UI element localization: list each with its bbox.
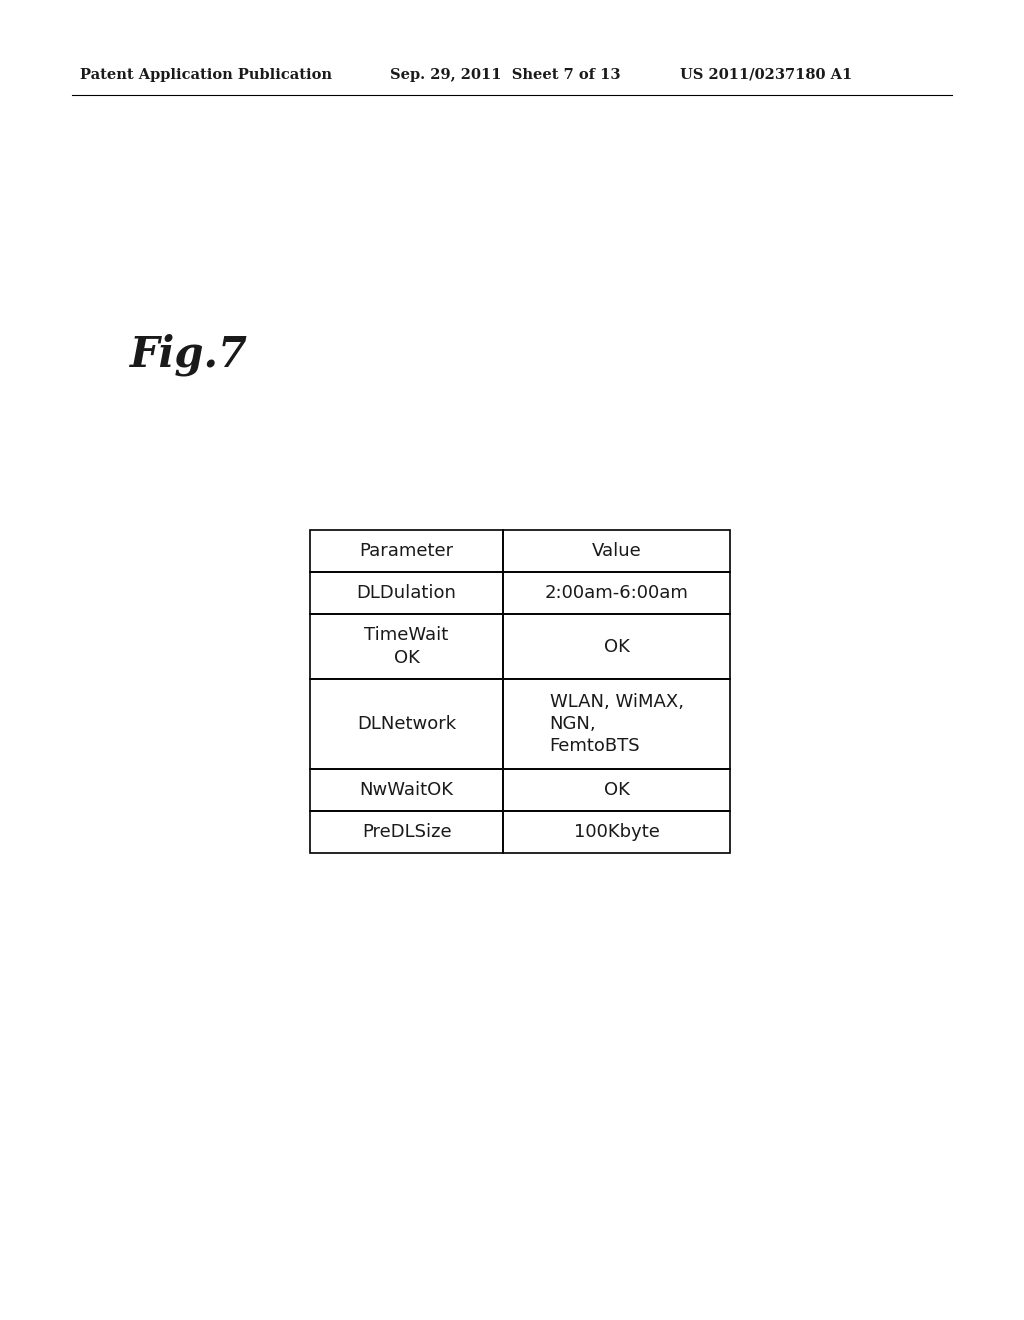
Bar <box>503 678 730 770</box>
Bar <box>310 614 503 678</box>
Text: 100Kbyte: 100Kbyte <box>573 822 659 841</box>
Text: Parameter: Parameter <box>359 543 454 560</box>
Text: Value: Value <box>592 543 641 560</box>
Bar <box>503 810 730 853</box>
Text: Fig.7: Fig.7 <box>130 334 248 376</box>
Bar <box>310 678 503 770</box>
Text: DLNetwork: DLNetwork <box>357 715 456 733</box>
Bar <box>503 572 730 614</box>
Text: DLDulation: DLDulation <box>356 583 457 602</box>
Text: TimeWait
OK: TimeWait OK <box>365 627 449 667</box>
Text: 2:00am-6:00am: 2:00am-6:00am <box>545 583 688 602</box>
Text: US 2011/0237180 A1: US 2011/0237180 A1 <box>680 69 852 82</box>
Text: Patent Application Publication: Patent Application Publication <box>80 69 332 82</box>
Bar <box>310 572 503 614</box>
Bar <box>310 810 503 853</box>
Text: OK: OK <box>604 781 630 799</box>
Bar <box>310 770 503 810</box>
Text: OK: OK <box>604 638 630 656</box>
Bar <box>503 531 730 572</box>
Text: WLAN, WiMAX,
NGN,
FemtoBTS: WLAN, WiMAX, NGN, FemtoBTS <box>550 693 684 755</box>
Bar <box>310 531 503 572</box>
Bar <box>503 770 730 810</box>
Text: NwWaitOK: NwWaitOK <box>359 781 454 799</box>
Bar <box>503 614 730 678</box>
Text: Sep. 29, 2011  Sheet 7 of 13: Sep. 29, 2011 Sheet 7 of 13 <box>390 69 621 82</box>
Text: PreDLSize: PreDLSize <box>361 822 452 841</box>
